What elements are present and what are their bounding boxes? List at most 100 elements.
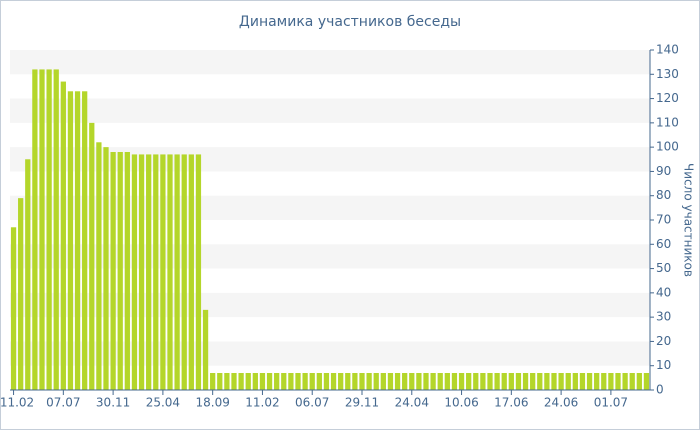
bar <box>174 154 180 390</box>
y-tick-label: 90 <box>656 164 671 178</box>
y-tick-label: 10 <box>656 358 671 372</box>
bar <box>316 373 322 390</box>
bar <box>103 147 109 390</box>
bar <box>39 69 45 390</box>
bar <box>281 373 287 390</box>
bar <box>394 373 401 390</box>
bar <box>259 373 266 390</box>
x-tick-label: 25.04 <box>146 396 180 410</box>
bar <box>366 373 372 390</box>
bar <box>89 122 95 390</box>
grid-stripe <box>10 244 650 269</box>
bar <box>309 373 315 390</box>
bar <box>338 373 344 390</box>
bar <box>537 373 543 390</box>
bar <box>565 373 571 390</box>
y-tick-label: 20 <box>656 334 671 348</box>
bar <box>622 373 628 390</box>
bar <box>231 373 237 390</box>
bar <box>202 309 209 390</box>
bar <box>522 373 529 390</box>
bar <box>579 373 586 390</box>
grid-stripe <box>10 195 650 220</box>
bar <box>146 154 152 390</box>
bar <box>494 373 500 390</box>
bar <box>345 373 351 390</box>
x-tick-label: 06.07 <box>295 396 329 410</box>
bar <box>352 373 358 390</box>
bar <box>245 373 251 390</box>
bar <box>466 373 472 390</box>
bar <box>629 373 635 390</box>
bar <box>508 373 514 390</box>
y-tick-label: 40 <box>656 285 671 299</box>
bar <box>402 373 408 390</box>
bar <box>74 91 81 391</box>
bar <box>409 373 415 390</box>
y-tick-label: 60 <box>656 237 671 251</box>
bar <box>82 91 88 391</box>
bar <box>18 198 24 390</box>
y-tick-label: 130 <box>656 67 679 81</box>
bar <box>67 91 74 391</box>
bar <box>572 373 578 390</box>
y-tick-label: 100 <box>656 140 679 154</box>
y-tick-label: 120 <box>656 91 679 105</box>
y-tick-label: 0 <box>656 383 664 397</box>
x-tick-label: 18.09 <box>195 396 229 410</box>
x-tick-label: 17.06 <box>494 396 528 410</box>
x-tick-label: 24.04 <box>395 396 429 410</box>
bar <box>117 152 123 390</box>
bar <box>544 373 550 390</box>
bar <box>558 373 564 390</box>
bar <box>266 373 273 390</box>
x-tick-label: 01.07 <box>594 396 628 410</box>
bar <box>430 373 436 390</box>
bar <box>32 69 38 390</box>
y-tick-label: 30 <box>656 310 671 324</box>
bar <box>380 373 386 390</box>
bar <box>110 152 116 390</box>
bar <box>295 373 301 390</box>
bar <box>359 373 365 390</box>
x-tick-label: 10.06 <box>444 396 478 410</box>
bar <box>530 373 536 390</box>
y-tick-label: 80 <box>656 188 671 202</box>
bar <box>636 373 642 390</box>
y-axis-label: Число участников <box>682 163 696 277</box>
bar <box>515 373 522 390</box>
bar <box>53 69 59 390</box>
bar <box>615 373 621 390</box>
bar <box>501 373 507 390</box>
bar <box>643 373 650 390</box>
x-tick-label: 11.02 <box>0 396 34 410</box>
bar <box>330 373 337 390</box>
bar <box>323 373 330 390</box>
y-tick-label: 70 <box>656 213 671 227</box>
bar <box>551 373 557 390</box>
bar <box>487 373 493 390</box>
bar <box>153 154 159 390</box>
bar <box>473 373 479 390</box>
bar <box>217 373 223 390</box>
bar <box>181 154 187 390</box>
grid-stripe <box>10 98 650 123</box>
bar <box>46 69 52 390</box>
bar <box>238 373 244 390</box>
y-tick-label: 140 <box>656 43 679 57</box>
bar <box>437 373 443 390</box>
bar <box>25 159 31 390</box>
y-tick-label: 110 <box>656 115 679 129</box>
bar <box>373 373 379 390</box>
bar <box>480 373 486 390</box>
bar <box>416 373 422 390</box>
bar <box>10 227 17 390</box>
grid-stripe <box>10 147 650 172</box>
bar <box>608 373 614 390</box>
x-tick-label: 29.11 <box>345 396 379 410</box>
bar <box>586 373 593 390</box>
bar <box>60 81 66 391</box>
grid-stripe <box>10 341 650 366</box>
grid-stripe <box>10 292 650 318</box>
